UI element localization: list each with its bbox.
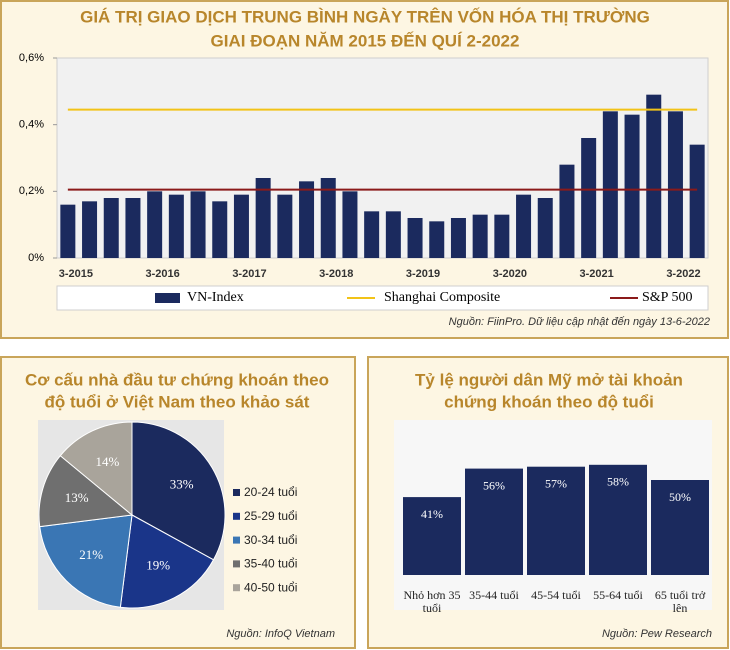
value-label: 58% [607, 475, 629, 489]
legend-label: 40-50 tuổi [244, 580, 297, 594]
bar [559, 164, 575, 258]
bar [602, 111, 618, 258]
pie-slice [59, 421, 133, 517]
value-label: 57% [545, 476, 567, 490]
bar [624, 114, 640, 259]
x-label-box: 45-54 tuổi [531, 589, 581, 602]
slice-label: 19% [146, 557, 170, 572]
value-label: 50% [669, 490, 691, 504]
x-tick-label: 55-64 tuổi [593, 589, 643, 602]
legend-marker [155, 293, 180, 303]
bar [450, 218, 466, 258]
legend-marker [233, 489, 240, 496]
bar [320, 178, 336, 258]
y-tick-label: 0,2% [19, 185, 44, 197]
x-tick-label: 3-2015 [59, 268, 93, 280]
bar [364, 211, 380, 258]
y-tick-label: 0% [28, 252, 44, 264]
source-note: Nguồn: Pew Research [602, 628, 712, 640]
x-tick-label: 35-44 tuổi [469, 589, 519, 602]
bar [527, 466, 585, 575]
bar [255, 178, 271, 258]
bar [429, 221, 445, 258]
bar [651, 480, 709, 575]
x-tick-label: Nhỏ hơn 35 tuổi [403, 589, 461, 615]
bar [60, 204, 76, 258]
legend-marker [233, 536, 240, 544]
bar [537, 198, 553, 258]
x-label-box: 35-44 tuổi [469, 589, 519, 602]
chart-title: độ tuổi ở Việt Nam theo khảo sát [45, 392, 310, 411]
bar [277, 194, 293, 258]
slice-label: 14% [96, 454, 120, 469]
chart-title: Cơ cấu nhà đầu tư chứng khoán theo [25, 370, 329, 389]
legend-label: 35-40 tuổi [244, 557, 297, 571]
x-tick-label: 3-2020 [493, 268, 527, 280]
legend-label: VN-Index [187, 290, 244, 305]
y-tick-label: 0,6% [19, 52, 44, 64]
chart-title: GIAI ĐOẠN NĂM 2015 ĐẾN QUÍ 2-2022 [211, 31, 520, 50]
source-note: Nguồn: InfoQ Vietnam [226, 628, 335, 640]
bar [233, 194, 249, 258]
legend-label: 30-34 tuổi [244, 533, 297, 547]
bar [465, 468, 523, 575]
source-note: Nguồn: FiinPro. Dữ liệu cập nhật đến ngà… [449, 316, 710, 328]
legend-marker [233, 512, 240, 520]
bar [147, 191, 163, 258]
pie-slice [39, 514, 133, 608]
value-label: 56% [483, 478, 505, 492]
pie-slice [131, 421, 226, 561]
chart-title: Tỷ lệ người dân Mỹ mở tài khoản [415, 370, 683, 389]
pie-slice [119, 514, 215, 609]
bar [190, 191, 206, 258]
legend-marker [233, 560, 240, 568]
x-tick-label: 3-2017 [232, 268, 266, 280]
slice-label: 33% [170, 477, 194, 492]
x-tick-label: 3-2018 [319, 268, 353, 280]
legend-marker [233, 584, 240, 592]
pie-slice [38, 455, 134, 528]
x-tick-label: 3-2016 [146, 268, 180, 280]
x-label-box: 65 tuổi trở lên [654, 589, 706, 615]
bar [667, 111, 683, 258]
x-tick-label: 45-54 tuổi [531, 589, 581, 602]
x-tick-label: 3-2022 [666, 268, 700, 280]
bar [125, 198, 141, 258]
bar [103, 198, 119, 258]
legend-label: Shanghai Composite [384, 290, 500, 305]
x-tick-label: 65 tuổi trở lên [654, 589, 706, 615]
plot-area [56, 57, 709, 259]
bar [646, 94, 662, 259]
bar [689, 144, 705, 258]
x-tick-label: 3-2019 [406, 268, 440, 280]
bar [472, 214, 488, 258]
legend-label: 20-24 tuổi [244, 485, 297, 499]
bar [82, 201, 98, 258]
bar [299, 181, 315, 258]
x-label-box: 55-64 tuổi [593, 589, 643, 602]
chart-title: GIÁ TRỊ GIAO DỊCH TRUNG BÌNH NGÀY TRÊN V… [80, 6, 650, 26]
chart-title: chứng khoán theo độ tuổi [444, 392, 654, 411]
bar [516, 194, 532, 258]
bar [494, 214, 510, 258]
legend-label: S&P 500 [642, 290, 692, 305]
bar [403, 497, 461, 575]
bar [589, 464, 647, 575]
bar [212, 201, 228, 258]
legend-label: 25-29 tuổi [244, 509, 297, 523]
bar [168, 194, 184, 258]
y-tick-label: 0,4% [19, 119, 44, 131]
bar [342, 191, 358, 258]
bar [385, 211, 401, 258]
x-tick-label: 3-2021 [580, 268, 614, 280]
slice-label: 21% [79, 547, 103, 562]
bar [407, 218, 423, 258]
slice-label: 13% [65, 490, 89, 505]
value-label: 41% [421, 507, 443, 521]
x-label-box: Nhỏ hơn 35 tuổi [403, 589, 461, 615]
bar [581, 138, 597, 258]
